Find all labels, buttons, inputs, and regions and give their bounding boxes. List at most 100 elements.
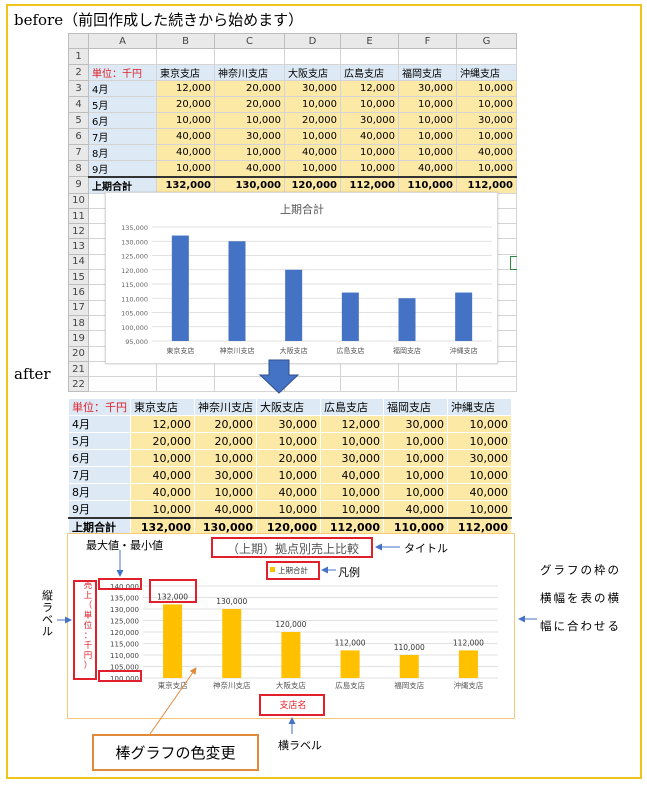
value-cell[interactable]: 40,000 — [447, 483, 512, 501]
row-number[interactable]: 10 — [68, 192, 89, 209]
branch-header[interactable]: 沖縄支店 — [447, 398, 512, 416]
value-cell[interactable]: 10,000 — [320, 432, 384, 450]
row-number[interactable]: 16 — [68, 284, 89, 301]
value-cell[interactable]: 10,000 — [398, 143, 457, 161]
value-cell[interactable]: 10,000 — [256, 500, 321, 519]
row-number[interactable]: 18 — [68, 314, 89, 332]
value-cell[interactable]: 20,000 — [214, 79, 285, 97]
cell[interactable] — [398, 48, 457, 65]
cell[interactable] — [88, 376, 157, 393]
value-cell[interactable]: 12,000 — [340, 79, 399, 97]
total-cell[interactable]: 130,000 — [214, 175, 285, 194]
value-cell[interactable]: 10,000 — [214, 143, 285, 161]
value-cell[interactable]: 10,000 — [194, 449, 257, 467]
value-cell[interactable]: 30,000 — [456, 111, 517, 129]
column-header-d[interactable]: D — [284, 32, 341, 50]
value-cell[interactable]: 10,000 — [256, 432, 321, 450]
cell[interactable] — [156, 360, 215, 378]
total-cell[interactable]: 110,000 — [398, 175, 457, 194]
value-cell[interactable]: 10,000 — [447, 500, 512, 519]
value-cell[interactable]: 40,000 — [398, 159, 457, 178]
cell[interactable] — [88, 48, 157, 65]
total-cell[interactable]: 132,000 — [156, 175, 215, 194]
column-header-f[interactable]: F — [398, 32, 457, 50]
value-cell[interactable]: 30,000 — [383, 415, 448, 433]
row-number[interactable]: 13 — [68, 238, 89, 255]
total-cell[interactable]: 110,000 — [383, 517, 448, 536]
value-cell[interactable]: 12,000 — [130, 415, 195, 433]
month-cell[interactable]: 9月 — [68, 500, 131, 519]
value-cell[interactable]: 10,000 — [383, 483, 448, 501]
value-cell[interactable]: 30,000 — [256, 415, 321, 433]
value-cell[interactable]: 40,000 — [320, 466, 384, 484]
row-number[interactable]: 21 — [68, 360, 89, 378]
branch-header[interactable]: 東京支店 — [156, 63, 215, 81]
value-cell[interactable]: 20,000 — [194, 415, 257, 433]
value-cell[interactable]: 10,000 — [447, 432, 512, 450]
month-cell[interactable]: 6月 — [88, 111, 157, 129]
value-cell[interactable]: 30,000 — [398, 79, 457, 97]
value-cell[interactable]: 40,000 — [130, 483, 195, 501]
branch-header[interactable]: 神奈川支店 — [214, 63, 285, 81]
row-number[interactable]: 20 — [68, 345, 89, 362]
value-cell[interactable]: 40,000 — [284, 143, 341, 161]
value-cell[interactable]: 20,000 — [130, 432, 195, 450]
unit-cell[interactable]: 単位：千円 — [88, 63, 157, 81]
value-cell[interactable]: 20,000 — [214, 95, 285, 113]
row-number[interactable]: 11 — [68, 207, 89, 225]
branch-header[interactable]: 広島支店 — [340, 63, 399, 81]
row-number[interactable]: 19 — [68, 330, 89, 347]
value-cell[interactable]: 30,000 — [214, 127, 285, 145]
value-cell[interactable]: 10,000 — [320, 500, 384, 519]
row-number[interactable]: 15 — [68, 269, 89, 286]
value-cell[interactable]: 10,000 — [214, 111, 285, 129]
value-cell[interactable]: 10,000 — [284, 127, 341, 145]
value-cell[interactable]: 10,000 — [383, 449, 448, 467]
branch-header[interactable]: 沖縄支店 — [456, 63, 517, 81]
value-cell[interactable]: 20,000 — [194, 432, 257, 450]
value-cell[interactable]: 10,000 — [456, 95, 517, 113]
value-cell[interactable]: 40,000 — [214, 159, 285, 178]
value-cell[interactable]: 10,000 — [130, 449, 195, 467]
month-cell[interactable]: 5月 — [88, 95, 157, 113]
before-chart[interactable]: 上期合計 135,000 130,000 125,000 120,000 115,000 1… — [105, 192, 498, 364]
cell[interactable] — [340, 48, 399, 65]
value-cell[interactable]: 10,000 — [398, 127, 457, 145]
row-number[interactable]: 6 — [68, 127, 89, 145]
value-cell[interactable]: 40,000 — [156, 127, 215, 145]
value-cell[interactable]: 40,000 — [456, 143, 517, 161]
cell[interactable] — [214, 48, 285, 65]
value-cell[interactable]: 10,000 — [340, 159, 399, 178]
column-header-c[interactable]: C — [214, 32, 285, 50]
total-cell[interactable]: 120,000 — [256, 517, 321, 536]
value-cell[interactable]: 20,000 — [284, 111, 341, 129]
cell[interactable] — [156, 376, 215, 393]
value-cell[interactable]: 10,000 — [398, 95, 457, 113]
month-cell[interactable]: 6月 — [68, 449, 131, 467]
row-number[interactable]: 8 — [68, 159, 89, 178]
value-cell[interactable]: 40,000 — [194, 500, 257, 519]
branch-header[interactable]: 福岡支店 — [398, 63, 457, 81]
value-cell[interactable]: 10,000 — [284, 159, 341, 178]
branch-header[interactable]: 神奈川支店 — [194, 398, 257, 416]
value-cell[interactable]: 30,000 — [320, 449, 384, 467]
value-cell[interactable]: 30,000 — [194, 466, 257, 484]
cell[interactable] — [456, 376, 517, 393]
value-cell[interactable]: 12,000 — [156, 79, 215, 97]
value-cell[interactable]: 10,000 — [256, 466, 321, 484]
branch-header[interactable]: 大阪支店 — [256, 398, 321, 416]
total-label-cell[interactable]: 上期合計 — [88, 175, 157, 194]
value-cell[interactable]: 10,000 — [320, 483, 384, 501]
cell[interactable] — [398, 376, 457, 393]
total-cell[interactable]: 132,000 — [130, 517, 195, 536]
value-cell[interactable]: 10,000 — [383, 432, 448, 450]
select-all-corner[interactable] — [68, 32, 89, 50]
value-cell[interactable]: 10,000 — [194, 483, 257, 501]
value-cell[interactable]: 20,000 — [156, 95, 215, 113]
branch-header[interactable]: 福岡支店 — [383, 398, 448, 416]
cell[interactable] — [284, 48, 341, 65]
month-cell[interactable]: 9月 — [88, 159, 157, 178]
column-header-b[interactable]: B — [156, 32, 215, 50]
cell[interactable] — [456, 360, 517, 378]
value-cell[interactable]: 10,000 — [398, 111, 457, 129]
